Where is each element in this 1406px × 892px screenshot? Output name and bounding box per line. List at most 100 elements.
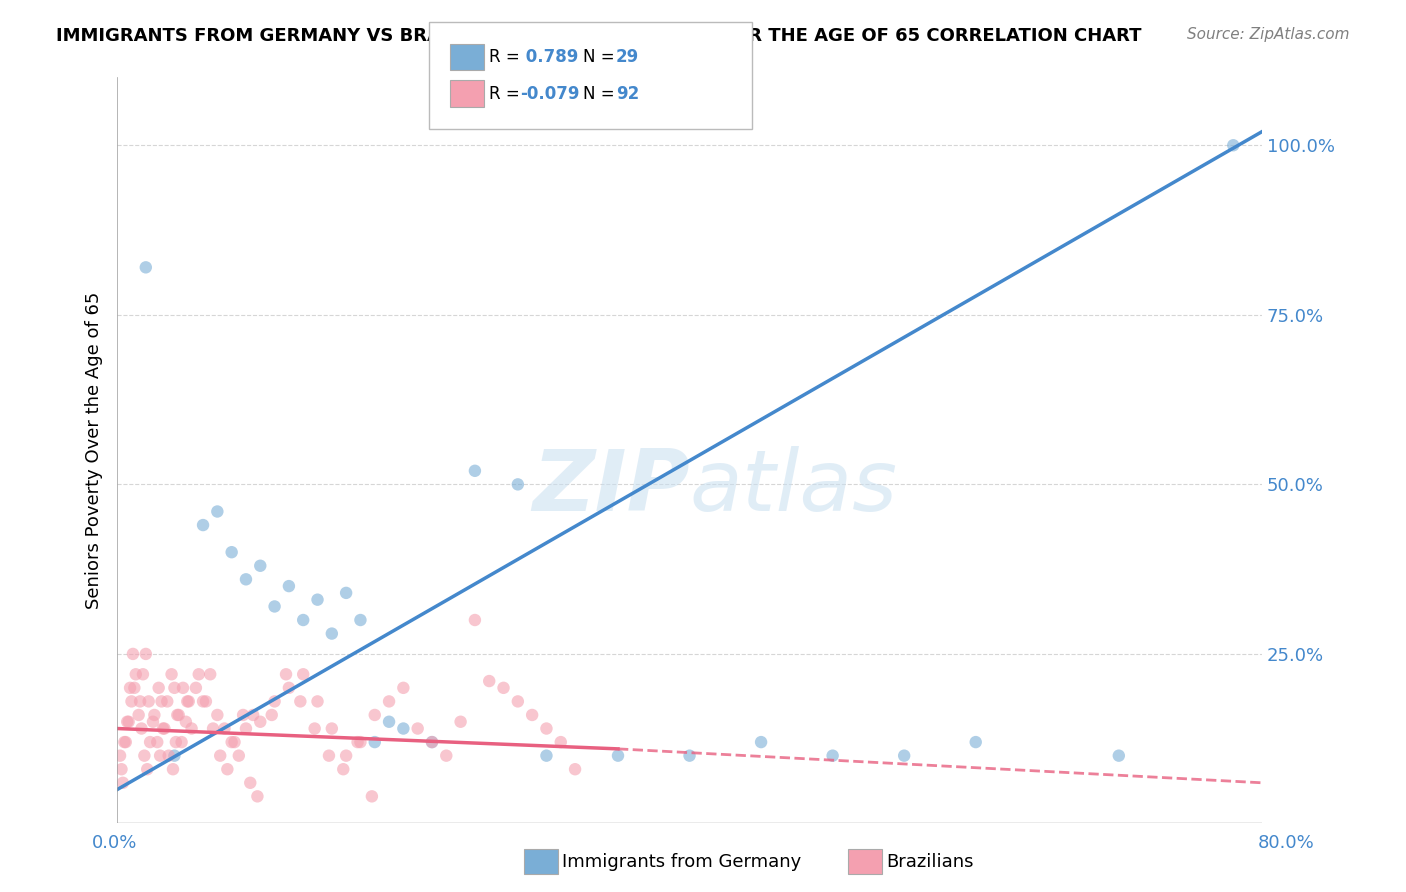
Point <box>122 647 145 661</box>
Point <box>143 708 166 723</box>
Point <box>307 592 329 607</box>
Point <box>165 735 187 749</box>
Point <box>263 599 285 614</box>
Point <box>520 708 543 723</box>
Point <box>307 694 329 708</box>
Point <box>172 681 194 695</box>
Text: atlas: atlas <box>689 446 897 529</box>
Point <box>536 722 558 736</box>
Point <box>191 694 214 708</box>
Point <box>124 681 146 695</box>
Point <box>160 667 183 681</box>
Point <box>420 735 443 749</box>
Point <box>184 681 207 695</box>
Point <box>492 681 515 695</box>
Point <box>174 714 197 729</box>
Point <box>224 735 246 749</box>
Point <box>202 722 225 736</box>
Point <box>180 722 202 736</box>
Point <box>121 694 143 708</box>
Text: -0.079: -0.079 <box>520 85 579 103</box>
Point <box>153 722 176 736</box>
Text: R =: R = <box>489 48 526 66</box>
Point <box>360 789 382 804</box>
Point <box>420 735 443 749</box>
Point <box>260 708 283 723</box>
Point <box>364 708 387 723</box>
Point <box>191 518 214 533</box>
Point <box>198 667 221 681</box>
Text: 0.789: 0.789 <box>520 48 579 66</box>
Point <box>148 681 170 695</box>
Text: 92: 92 <box>616 85 640 103</box>
Point <box>321 722 343 736</box>
Point <box>110 762 132 776</box>
Point <box>187 667 209 681</box>
Point <box>450 714 472 729</box>
Point <box>131 722 153 736</box>
Point <box>274 667 297 681</box>
Point <box>335 748 357 763</box>
Point <box>478 674 501 689</box>
Point <box>142 714 165 729</box>
Point <box>292 667 315 681</box>
Point <box>277 579 299 593</box>
Point <box>138 694 160 708</box>
Point <box>139 735 162 749</box>
Point <box>249 714 271 729</box>
Point <box>132 667 155 681</box>
Point <box>242 708 264 723</box>
Point <box>170 735 193 749</box>
Point <box>821 748 844 763</box>
Point <box>607 748 630 763</box>
Point <box>167 708 190 723</box>
Point <box>434 748 457 763</box>
Point <box>263 694 285 708</box>
Point <box>392 681 415 695</box>
Point <box>163 681 186 695</box>
Point <box>406 722 429 736</box>
Text: Immigrants from Germany: Immigrants from Germany <box>562 853 801 871</box>
Point <box>221 735 243 749</box>
Point <box>217 762 239 776</box>
Point <box>120 681 142 695</box>
Point <box>321 626 343 640</box>
Point <box>117 714 139 729</box>
Point <box>194 694 217 708</box>
Point <box>277 681 299 695</box>
Point <box>207 708 229 723</box>
Point <box>506 694 529 708</box>
Point <box>564 762 586 776</box>
Point <box>207 504 229 518</box>
Point <box>346 735 368 749</box>
Point <box>235 722 257 736</box>
Text: N =: N = <box>583 85 620 103</box>
Point <box>228 748 250 763</box>
Text: 80.0%: 80.0% <box>1258 834 1315 852</box>
Point <box>166 708 188 723</box>
Point <box>246 789 269 804</box>
Point <box>152 722 174 736</box>
Point <box>749 735 772 749</box>
Text: 29: 29 <box>616 48 640 66</box>
Point <box>965 735 987 749</box>
Point <box>134 748 156 763</box>
Point <box>464 613 486 627</box>
Point <box>214 722 236 736</box>
Point <box>221 545 243 559</box>
Point <box>378 694 401 708</box>
Point <box>129 694 152 708</box>
Text: ZIP: ZIP <box>531 446 689 529</box>
Point <box>290 694 312 708</box>
Point <box>1222 138 1244 153</box>
Point <box>378 714 401 729</box>
Point <box>111 776 134 790</box>
Point <box>149 748 172 763</box>
Point <box>209 748 232 763</box>
Point <box>464 464 486 478</box>
Point <box>678 748 700 763</box>
Point <box>392 722 415 736</box>
Point <box>157 748 180 763</box>
Point <box>128 708 150 723</box>
Point <box>112 735 135 749</box>
